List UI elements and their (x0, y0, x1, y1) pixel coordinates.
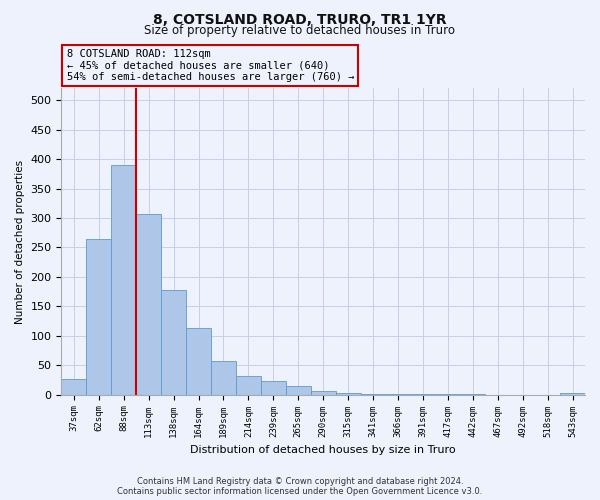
Text: Contains HM Land Registry data © Crown copyright and database right 2024.
Contai: Contains HM Land Registry data © Crown c… (118, 476, 482, 496)
Bar (136, 214, 161, 394)
Bar (286, 386, 311, 394)
Bar (311, 390, 335, 394)
Bar (111, 165, 136, 394)
Text: Size of property relative to detached houses in Truro: Size of property relative to detached ho… (145, 24, 455, 37)
Bar (61, 379, 86, 394)
Bar (186, 328, 211, 394)
Bar (236, 376, 261, 394)
Bar (161, 290, 186, 395)
Text: 8, COTSLAND ROAD, TRURO, TR1 1YR: 8, COTSLAND ROAD, TRURO, TR1 1YR (153, 12, 447, 26)
Text: 8 COTSLAND ROAD: 112sqm
← 45% of detached houses are smaller (640)
54% of semi-d: 8 COTSLAND ROAD: 112sqm ← 45% of detache… (67, 49, 354, 82)
Bar (261, 381, 286, 394)
Y-axis label: Number of detached properties: Number of detached properties (15, 160, 25, 324)
Bar (560, 393, 585, 394)
Bar (86, 238, 111, 394)
X-axis label: Distribution of detached houses by size in Truro: Distribution of detached houses by size … (190, 445, 456, 455)
Bar (335, 393, 361, 394)
Bar (211, 360, 236, 394)
